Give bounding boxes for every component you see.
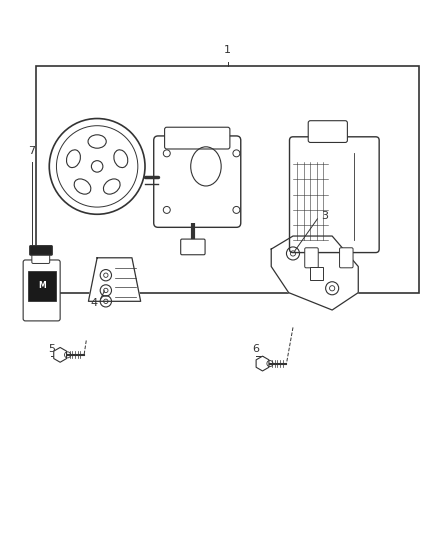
Bar — [36, 66, 419, 293]
Polygon shape — [88, 258, 141, 301]
Text: 6: 6 — [252, 344, 259, 353]
FancyBboxPatch shape — [32, 252, 49, 263]
FancyBboxPatch shape — [339, 248, 353, 268]
Text: 7: 7 — [28, 146, 35, 156]
Text: 5: 5 — [48, 344, 55, 353]
Polygon shape — [271, 236, 358, 310]
Text: 3: 3 — [321, 212, 328, 221]
FancyBboxPatch shape — [308, 120, 347, 142]
FancyBboxPatch shape — [154, 136, 241, 228]
Text: M: M — [38, 281, 46, 290]
FancyBboxPatch shape — [30, 246, 52, 255]
FancyBboxPatch shape — [305, 248, 318, 268]
FancyBboxPatch shape — [23, 260, 60, 321]
FancyBboxPatch shape — [181, 239, 205, 255]
Text: 1: 1 — [224, 45, 231, 55]
Bar — [28, 271, 56, 301]
Bar — [311, 266, 323, 279]
FancyBboxPatch shape — [290, 137, 379, 253]
Text: 4: 4 — [90, 298, 97, 309]
FancyBboxPatch shape — [165, 127, 230, 149]
